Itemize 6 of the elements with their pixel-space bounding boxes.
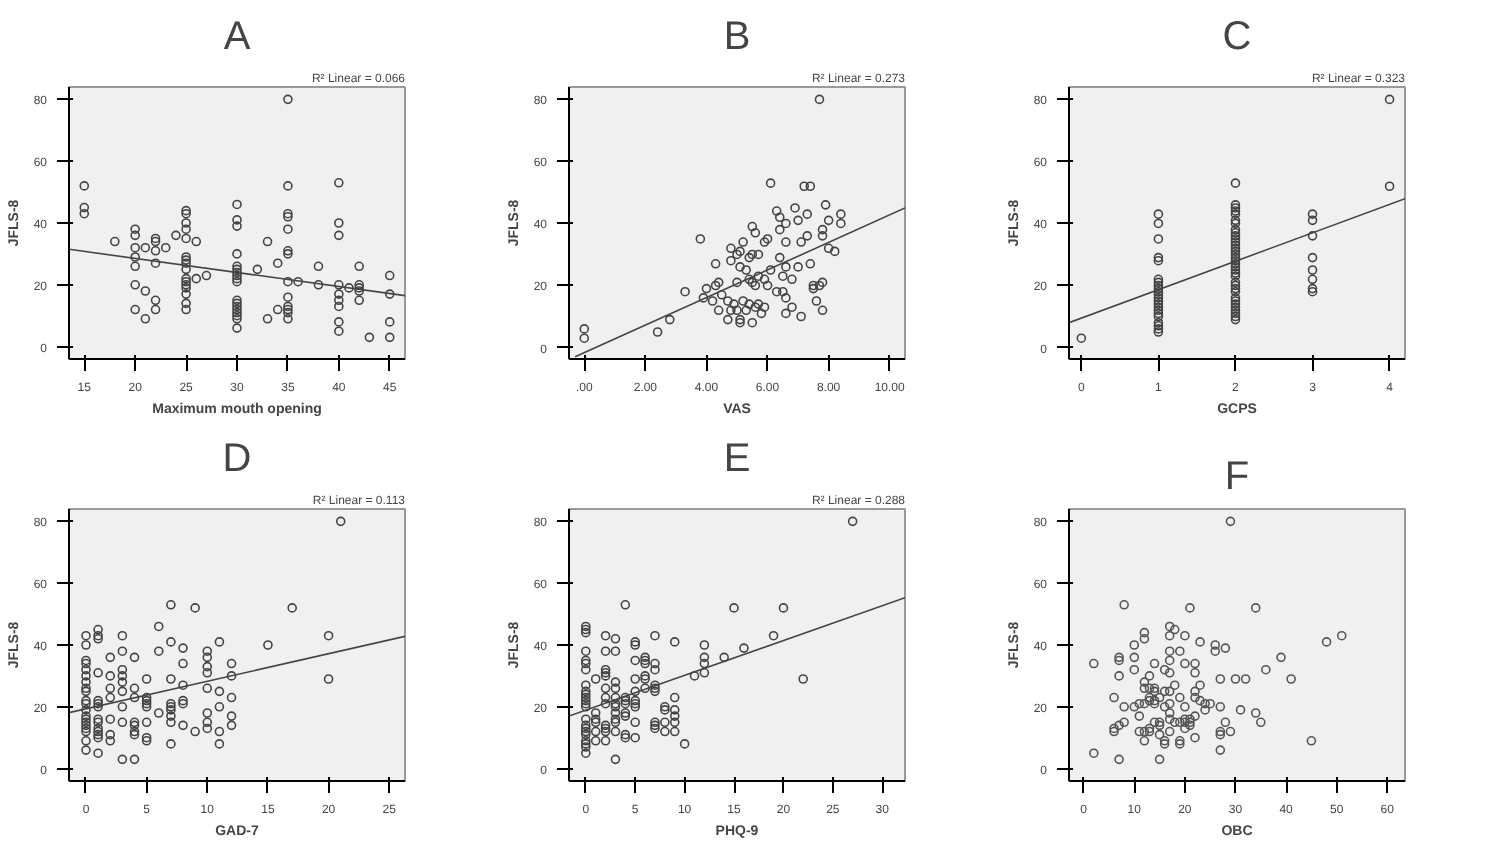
chart-title: A [223, 15, 252, 59]
chart-title: D [222, 437, 252, 481]
chart-title: B [723, 15, 751, 59]
chart-title: E [723, 437, 751, 481]
chart-title: C [1222, 15, 1252, 59]
chart-title: F [1224, 455, 1250, 499]
